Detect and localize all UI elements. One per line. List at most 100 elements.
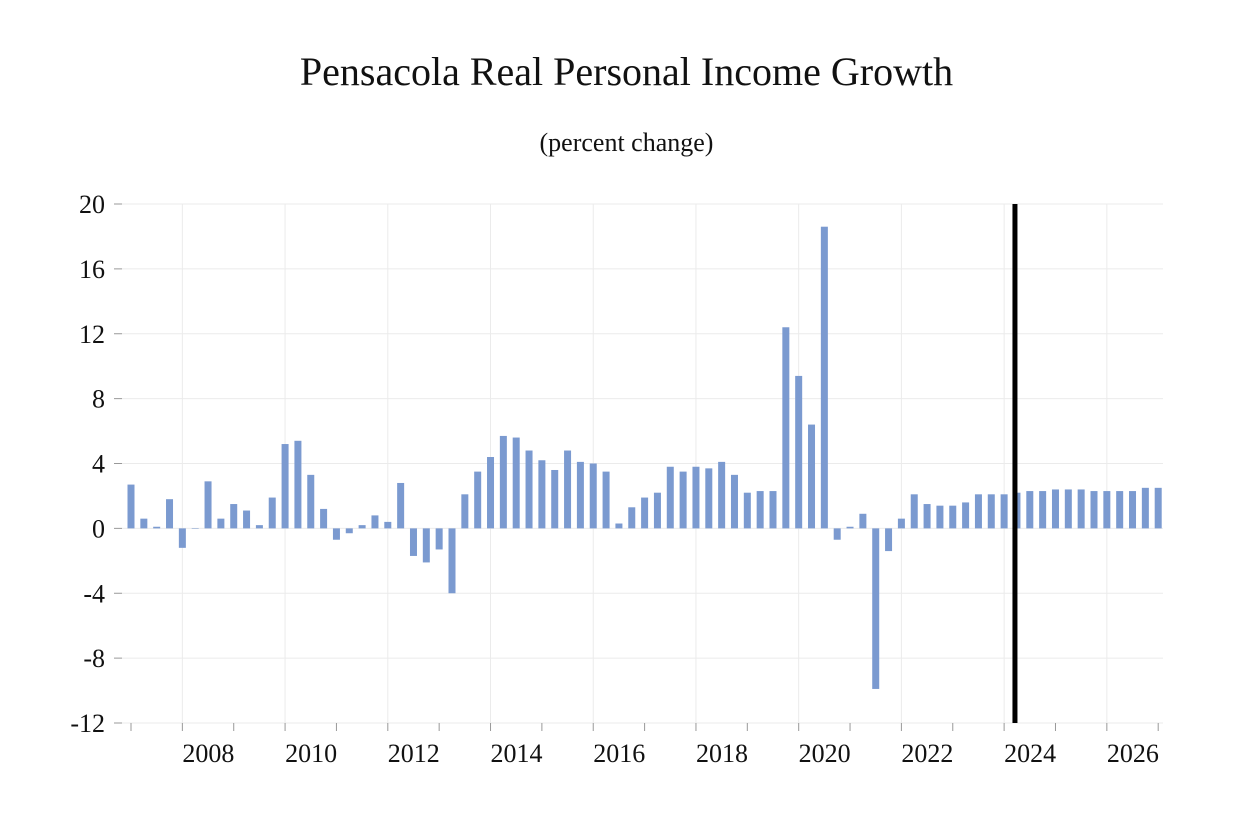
- bar: [859, 513, 867, 529]
- bar: [602, 471, 610, 529]
- y-tick-label: 20: [79, 190, 105, 219]
- bar: [987, 494, 995, 529]
- bar: [268, 497, 276, 529]
- bar: [1116, 491, 1124, 529]
- x-tick-label: 2018: [696, 739, 748, 768]
- bar: [1051, 489, 1059, 529]
- bar: [1090, 491, 1098, 529]
- bar: [718, 461, 726, 529]
- bar: [166, 499, 174, 529]
- bar: [397, 482, 405, 529]
- x-tick-label: 2014: [491, 739, 543, 768]
- y-tick-label: -8: [83, 644, 105, 673]
- bar: [1039, 491, 1047, 529]
- bar: [923, 504, 931, 529]
- y-tick-label: 4: [92, 450, 105, 479]
- bar: [756, 491, 764, 529]
- bar: [808, 424, 816, 529]
- x-tick-label: 2026: [1107, 739, 1159, 768]
- bar: [230, 504, 238, 529]
- x-tick-label: 2024: [1004, 739, 1056, 768]
- bar: [499, 435, 507, 529]
- bar: [769, 491, 777, 529]
- bar: [1064, 489, 1072, 529]
- bar: [435, 528, 443, 550]
- y-tick-label: 12: [79, 320, 105, 349]
- y-tick-label: 8: [92, 385, 105, 414]
- bar: [332, 528, 340, 540]
- bar: [897, 518, 905, 529]
- bar: [1141, 487, 1149, 529]
- bar: [589, 463, 597, 529]
- x-tick-label: 2022: [901, 739, 953, 768]
- bar: [846, 526, 854, 529]
- bar: [422, 528, 430, 563]
- bar: [294, 440, 302, 529]
- bar: [525, 450, 533, 529]
- x-tick-label: 2020: [799, 739, 851, 768]
- bar: [153, 526, 161, 529]
- y-tick-label: -4: [83, 579, 105, 608]
- bar: [885, 528, 893, 552]
- bar: [974, 494, 982, 529]
- bar: [872, 528, 880, 689]
- bar: [962, 502, 970, 529]
- bar: [178, 528, 186, 548]
- bar: [345, 528, 353, 534]
- bar: [255, 525, 263, 529]
- bar: [127, 484, 135, 529]
- bar: [1154, 487, 1162, 529]
- bar: [307, 474, 315, 529]
- x-tick-label: 2012: [388, 739, 440, 768]
- bar: [679, 471, 687, 529]
- y-tick-label: 0: [92, 514, 105, 543]
- bar: [281, 444, 289, 529]
- bar: [384, 521, 392, 529]
- bar: [1129, 491, 1137, 529]
- bar: [320, 508, 328, 529]
- bar: [487, 457, 495, 529]
- x-tick-label: 2016: [593, 739, 645, 768]
- bar: [576, 461, 584, 529]
- chart-subtitle: (percent change): [539, 128, 714, 157]
- bar: [666, 466, 674, 529]
- bar: [243, 510, 251, 529]
- bar: [692, 466, 700, 529]
- bar: [1103, 491, 1111, 529]
- bar: [782, 327, 790, 529]
- bar: [217, 518, 225, 529]
- bar: [653, 492, 661, 529]
- bar: [910, 494, 918, 529]
- bar: [936, 505, 944, 529]
- bar: [474, 471, 482, 529]
- bar: [1026, 491, 1034, 529]
- bar: [615, 523, 623, 529]
- x-tick-label: 2010: [285, 739, 337, 768]
- x-tick-label: 2008: [182, 739, 234, 768]
- bar: [358, 525, 366, 529]
- bar: [949, 505, 957, 529]
- bar: [833, 528, 841, 540]
- y-tick-label: -12: [70, 709, 105, 738]
- bar: [628, 507, 636, 529]
- bar: [409, 528, 417, 556]
- bar: [743, 492, 751, 529]
- bar: [140, 518, 148, 529]
- bar: [448, 528, 456, 594]
- bar: [730, 474, 738, 529]
- chart-title: Pensacola Real Personal Income Growth: [299, 49, 954, 94]
- bar: [371, 515, 379, 529]
- bar: [538, 460, 546, 529]
- bar: [641, 497, 649, 529]
- bar: [820, 226, 828, 529]
- bar: [564, 450, 572, 529]
- y-tick-label: 16: [79, 255, 105, 284]
- bar: [1077, 489, 1085, 529]
- bar: [1000, 494, 1008, 529]
- bar: [191, 528, 199, 529]
- bar: [705, 468, 713, 529]
- bar: [512, 437, 520, 529]
- bar: [461, 494, 469, 529]
